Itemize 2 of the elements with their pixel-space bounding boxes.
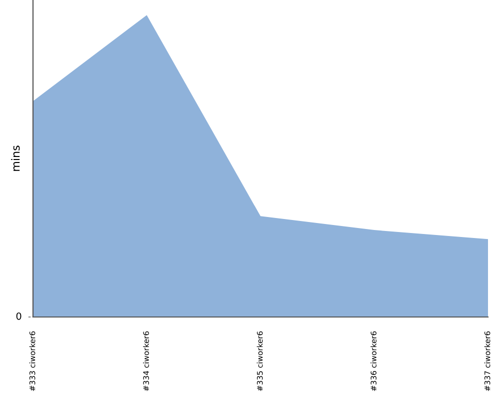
- y-axis-title: mins: [11, 146, 20, 171]
- text: 0: [16, 312, 22, 320]
